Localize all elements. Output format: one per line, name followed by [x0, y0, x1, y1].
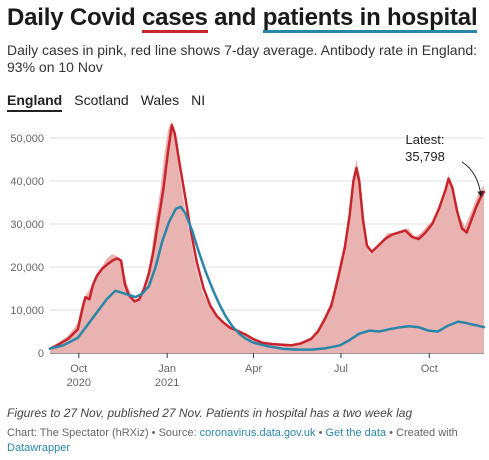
- chart-title: Daily Covid cases and patients in hospit…: [7, 4, 478, 34]
- tab-england[interactable]: England: [7, 92, 63, 112]
- annotation-arrow: [461, 161, 484, 198]
- x-tick-label: Oct: [421, 363, 438, 375]
- annotation-latest-value: 35,798: [405, 149, 445, 164]
- y-tick-label: 50,000: [10, 133, 44, 145]
- y-tick-label: 10,000: [10, 305, 44, 317]
- source-link[interactable]: coronavirus.data.gov.uk: [199, 427, 316, 439]
- x-tick-label: Apr: [245, 363, 262, 375]
- title-prefix: Daily Covid: [7, 4, 142, 31]
- annotation-latest-label: Latest:: [405, 132, 444, 147]
- title-cases: cases: [141, 5, 208, 34]
- x-tick-label: Oct: [70, 363, 87, 375]
- datawrapper-link[interactable]: Datawrapper: [7, 442, 70, 454]
- y-tick-label: 0: [38, 348, 44, 360]
- series-lines: [48, 123, 486, 351]
- x-axis: Oct 2020 Jan 2021 Apr Jul Oct: [67, 353, 438, 389]
- y-tick-label: 20,000: [10, 262, 44, 274]
- tab-scotland[interactable]: Scotland: [74, 92, 129, 108]
- hospital-patients-line: [48, 205, 486, 351]
- get-data-link[interactable]: Get the data: [325, 427, 387, 439]
- tab-ni[interactable]: NI: [191, 92, 206, 108]
- title-middle: and: [207, 4, 263, 31]
- region-tabs: England Scotland Wales NI: [7, 92, 205, 112]
- x-tick-year: 2021: [155, 377, 179, 389]
- chart-source: Chart: The Spectator (hRXiz) • Source: c…: [7, 426, 477, 456]
- tab-wales[interactable]: Wales: [140, 92, 180, 108]
- source-prefix: Chart: The Spectator (hRXiz) • Source:: [7, 427, 200, 439]
- y-tick-label: 30,000: [10, 219, 44, 231]
- chart-notes: Figures to 27 Nov, published 27 Nov. Pat…: [7, 406, 413, 420]
- created-with: • Created with: [386, 427, 458, 439]
- y-axis: 0 10,000 20,000 30,000 40,000 50,000: [10, 133, 44, 360]
- daily-cases-fill: [50, 120, 484, 353]
- x-tick-year: 2020: [67, 377, 91, 389]
- title-patients: patients in hospital: [262, 5, 478, 34]
- seven-day-average-line: [48, 123, 486, 350]
- x-tick-label: Jan: [158, 363, 176, 375]
- source-sep: •: [315, 427, 326, 439]
- x-tick-label: Jul: [334, 363, 348, 375]
- chart-subtitle: Daily cases in pink, red line shows 7-da…: [7, 42, 478, 75]
- daily-cases-area: [50, 120, 484, 353]
- y-tick-label: 40,000: [10, 176, 44, 188]
- covid-chart: 0 10,000 20,000 30,000 40,000 50,000 Oct 2020 J…: [10, 120, 486, 389]
